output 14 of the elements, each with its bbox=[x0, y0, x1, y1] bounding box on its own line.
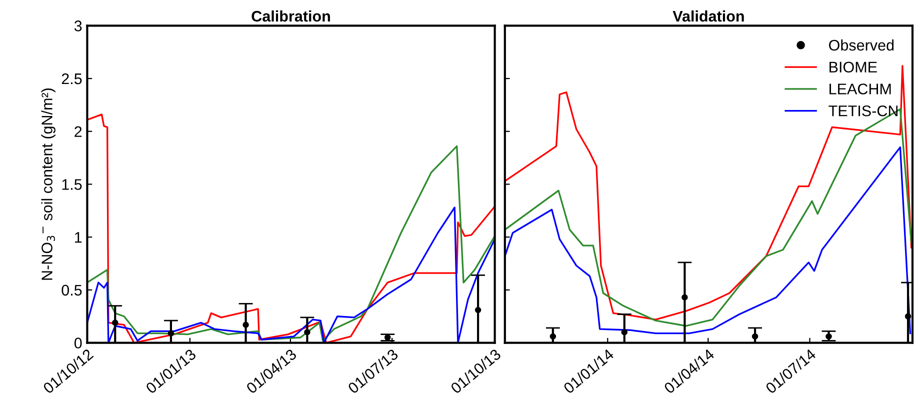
y-tick-label: 1 bbox=[75, 232, 82, 243]
legend-label: LEACHM bbox=[830, 84, 891, 94]
y-axis-title: N-NO$_{3}$$^{−}$ soil content (gN/m²) bbox=[41, 88, 56, 280]
legend-label: TETIS-CN bbox=[828, 105, 898, 116]
y-tick-label: 3 bbox=[74, 20, 82, 32]
y-tick-label: 2.5 bbox=[62, 73, 82, 84]
y-tick-label: 0.5 bbox=[62, 284, 82, 296]
legend-label: BIOME bbox=[830, 62, 877, 73]
y-tick-label: 2 bbox=[74, 126, 82, 137]
y-tick-label: 0 bbox=[74, 338, 82, 348]
chart-title: Calibration bbox=[252, 10, 330, 22]
y-tick-label: 1.5 bbox=[62, 179, 82, 190]
legend-label: Observed bbox=[829, 39, 894, 51]
chart-title: Validation bbox=[672, 10, 744, 22]
